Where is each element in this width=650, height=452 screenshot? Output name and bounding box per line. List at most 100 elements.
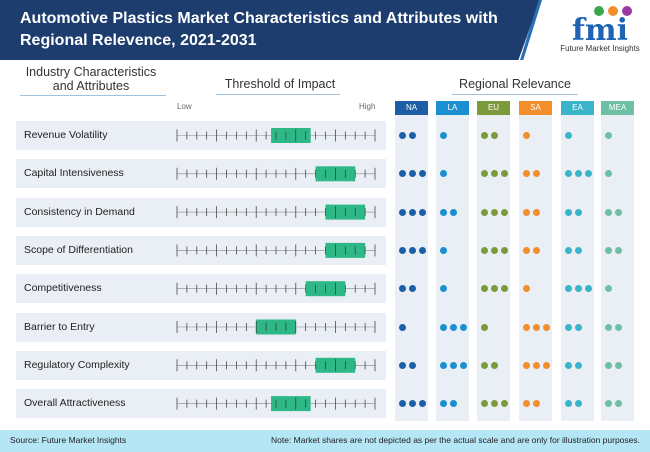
relevance-dot	[575, 246, 582, 254]
relevance-dot	[523, 170, 530, 178]
relevance-dot	[501, 208, 508, 216]
header: Automotive Plastics Market Characteristi…	[0, 0, 650, 60]
relevance-dot	[481, 170, 488, 178]
relevance-dot	[399, 132, 406, 139]
relevance-dots-ea	[565, 170, 592, 178]
relevance-dot	[533, 400, 540, 408]
relevance-dot	[585, 285, 592, 293]
relevance-dot	[605, 323, 612, 331]
relevance-dots-mea	[605, 323, 622, 331]
relevance-dot	[605, 400, 612, 408]
relevance-dots-sa	[523, 132, 530, 139]
relevance-dots-eu	[481, 285, 508, 293]
relevance-dot	[565, 323, 572, 331]
attribute-label: Barrier to Entry	[24, 320, 95, 333]
relevance-dot	[491, 246, 498, 254]
relevance-dot	[409, 132, 416, 139]
relevance-dot	[501, 285, 508, 293]
relevance-dot	[440, 246, 447, 254]
relevance-dot	[440, 208, 447, 216]
relevance-dot	[450, 208, 457, 216]
header-band	[0, 0, 540, 60]
relevance-dots-la	[440, 170, 447, 178]
attribute-label: Capital Intensiveness	[24, 167, 124, 180]
relevance-dot	[399, 323, 406, 331]
relevance-dots-sa	[523, 323, 550, 331]
impact-bar	[271, 128, 311, 143]
relevance-dots-eu	[481, 132, 498, 139]
relevance-dot	[523, 132, 530, 139]
relevance-dots-sa	[523, 208, 540, 216]
relevance-dots-na	[399, 361, 416, 369]
relevance-dots-mea	[605, 285, 612, 293]
relevance-dots-na	[399, 400, 426, 408]
relevance-dot	[399, 246, 406, 254]
relevance-dots-ea	[565, 400, 582, 408]
relevance-dot	[409, 246, 416, 254]
relevance-dot	[523, 285, 530, 293]
logo-globe-icon-purple	[622, 6, 632, 16]
relevance-dot	[409, 170, 416, 178]
relevance-dot	[440, 170, 447, 178]
relevance-dot	[543, 323, 550, 331]
relevance-dot	[533, 170, 540, 178]
logo-letters: fmi	[572, 13, 628, 44]
attributes-underline	[20, 95, 166, 96]
relevance-dots-eu	[481, 170, 508, 178]
relevance-dot	[565, 132, 572, 139]
relevance-dots-la	[440, 246, 447, 254]
relevance-dots-mea	[605, 208, 622, 216]
relevance-dot	[460, 361, 467, 369]
relevance-dot	[533, 208, 540, 216]
regional-underline	[452, 94, 578, 95]
region-header-la: LA	[436, 101, 469, 115]
relevance-dot	[450, 400, 457, 408]
relevance-dot	[605, 285, 612, 293]
relevance-dot	[491, 285, 498, 293]
attribute-label: Overall Attractiveness	[24, 397, 126, 410]
relevance-dot	[491, 132, 498, 139]
region-header-mea: MEA	[601, 101, 634, 115]
relevance-dot	[440, 400, 447, 408]
relevance-dot	[575, 361, 582, 369]
relevance-dot	[409, 361, 416, 369]
relevance-dot	[565, 170, 572, 178]
relevance-dot	[615, 400, 622, 408]
threshold-heading: Threshold of Impact	[224, 77, 336, 91]
attribute-label: Consistency in Demand	[24, 205, 135, 218]
relevance-dot	[523, 361, 530, 369]
attribute-label: Revenue Volatility	[24, 129, 108, 141]
relevance-dot	[481, 285, 488, 293]
relevance-dot	[523, 400, 530, 408]
relevance-dot	[491, 400, 498, 408]
relevance-dots-mea	[605, 361, 622, 369]
relevance-dot	[481, 246, 488, 254]
footer-source: Source: Future Market Insights	[10, 435, 127, 445]
relevance-dot	[440, 132, 447, 139]
page-title: Automotive Plastics Market Characteristi…	[20, 10, 498, 49]
relevance-dot	[575, 323, 582, 331]
relevance-dot	[399, 170, 406, 178]
relevance-dot	[481, 323, 488, 331]
footer-note: Note: Market shares are not depicted as …	[270, 435, 640, 445]
relevance-dots-mea	[605, 170, 612, 178]
relevance-dots-mea	[605, 132, 612, 139]
relevance-dots-na	[399, 208, 426, 216]
fmi-logo-mark: fmi	[572, 6, 632, 48]
relevance-dot	[501, 170, 508, 178]
relevance-dot	[460, 323, 467, 331]
logo-text: Future Market Insights	[560, 44, 640, 53]
relevance-dot	[523, 208, 530, 216]
relevance-dot	[605, 132, 612, 139]
relevance-dot	[565, 246, 572, 254]
threshold-underline	[216, 94, 340, 95]
relevance-dot	[605, 170, 612, 178]
regional-heading: Regional Relevance	[459, 77, 571, 91]
relevance-dot	[575, 170, 582, 178]
relevance-dot	[523, 323, 530, 331]
relevance-dots-sa	[523, 246, 540, 254]
relevance-dot	[533, 246, 540, 254]
relevance-dot	[543, 361, 550, 369]
relevance-dots-na	[399, 285, 416, 293]
relevance-dot	[565, 208, 572, 216]
